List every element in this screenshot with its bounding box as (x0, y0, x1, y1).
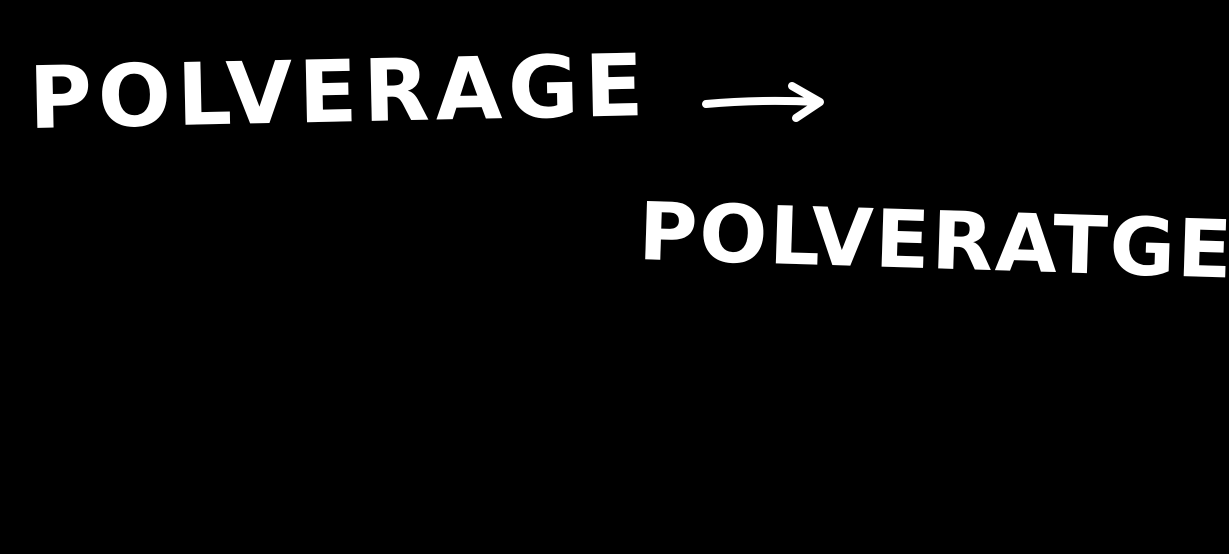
right-arrow-icon (702, 82, 824, 122)
handwritten-word-first: POLVERAGE (27, 36, 651, 149)
handwritten-word-second: POLVERATGE (637, 185, 1229, 297)
